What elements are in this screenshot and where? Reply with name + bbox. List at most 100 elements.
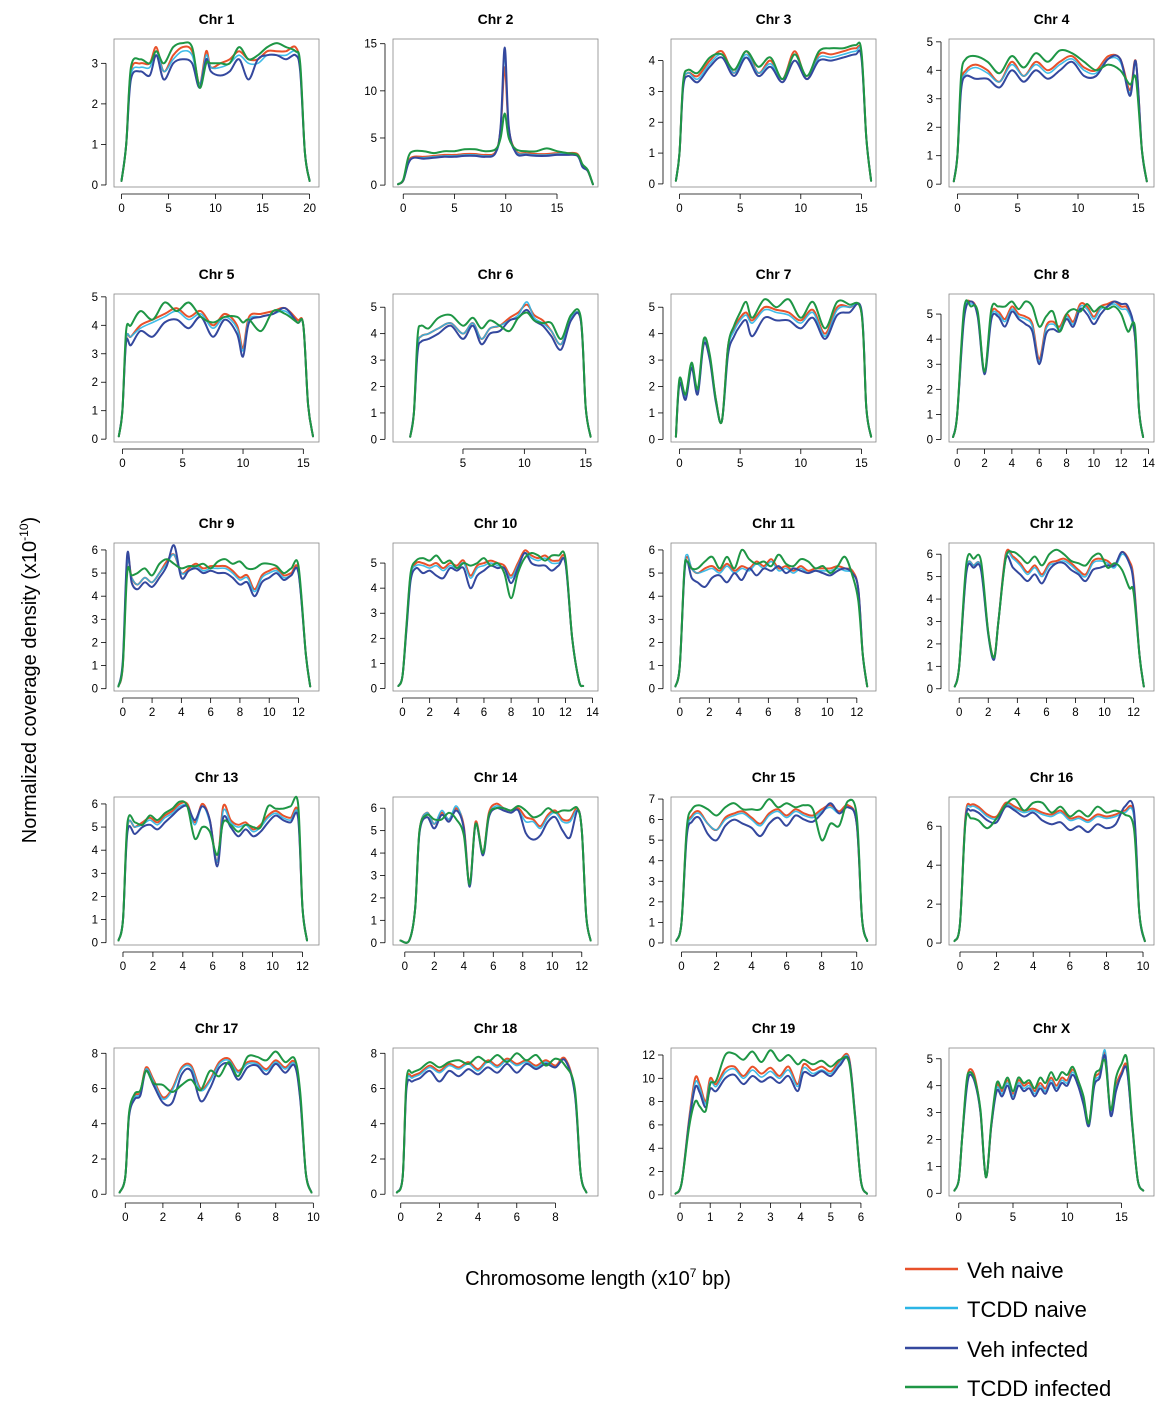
x-tick-label: 5: [1010, 1212, 1016, 1224]
series-line-veh-naive: [674, 1052, 868, 1195]
x-tick-label: 8: [552, 1212, 558, 1224]
series-line-tcdd-infected: [397, 550, 585, 688]
y-tick-label: 0: [927, 179, 933, 191]
series-line-tcdd-naive: [120, 49, 311, 182]
series-line-tcdd-infected: [409, 308, 592, 438]
x-tick-label: 4: [1030, 961, 1037, 973]
y-tick-label: 2: [92, 891, 98, 903]
x-tick-label: 10: [532, 707, 545, 719]
x-tick-label: 4: [736, 707, 743, 719]
y-tick-label: 4: [649, 1143, 656, 1155]
x-tick-label: 8: [1072, 707, 1078, 719]
x-tick-label: 0: [957, 961, 963, 973]
x-tick-label: 2: [713, 961, 719, 973]
series-line-tcdd-naive: [953, 56, 1148, 183]
y-tick-label: 5: [927, 1054, 933, 1066]
plot-frame: [670, 38, 877, 188]
y-tick-label: 0: [92, 938, 98, 950]
x-tick-label: 5: [737, 458, 743, 470]
x-tick-label: 2: [993, 961, 999, 973]
series-line-tcdd-infected: [117, 301, 314, 438]
x-tick-label: 15: [551, 203, 564, 215]
legend-item: TCDD naive: [905, 1297, 1087, 1322]
x-tick-label: 8: [239, 961, 245, 973]
y-tick-label: 2: [649, 117, 655, 129]
y-tick-label: 3: [371, 355, 377, 367]
x-tick-label: 6: [1043, 707, 1049, 719]
x-tick-label: 4: [797, 1212, 804, 1224]
y-tick-label: 1: [92, 139, 98, 151]
x-tick-label: 0: [954, 458, 960, 470]
x-tick-label: 0: [954, 203, 960, 215]
y-tick-label: 1: [92, 406, 98, 418]
plot-frame: [670, 1047, 877, 1197]
y-tick-label: 0: [371, 434, 377, 446]
x-tick-label: 6: [514, 1212, 520, 1224]
series-line-tcdd-infected: [117, 558, 312, 688]
x-tick-label: 8: [1103, 961, 1109, 973]
x-tick-label: 12: [850, 707, 863, 719]
series-line-veh-infected: [674, 302, 873, 438]
y-tick-label: 15: [364, 39, 377, 51]
series-line-tcdd-infected: [675, 798, 869, 942]
x-tick-label: 0: [120, 961, 126, 973]
y-tick-label: 3: [92, 58, 98, 70]
x-tick-label: 6: [765, 707, 771, 719]
series-line-tcdd-infected: [674, 41, 873, 182]
x-tick-label: 0: [677, 1212, 683, 1224]
series-line-tcdd-infected: [117, 796, 308, 942]
x-tick-label: 2: [985, 707, 991, 719]
panel-chr-4: Chr 4 0 1 2 3 4 5 0 5 10 15: [927, 11, 1155, 215]
series-line-tcdd-infected: [952, 299, 1145, 438]
x-tick-label: 10: [237, 458, 250, 470]
x-tick-label: 2: [431, 961, 437, 973]
x-tick-label: 15: [855, 458, 868, 470]
x-tick-label: 4: [461, 961, 468, 973]
y-tick-label: 2: [649, 382, 655, 394]
y-tick-label: 4: [927, 1081, 934, 1093]
x-tick-label: 4: [197, 1212, 204, 1224]
x-tick-label: 5: [1015, 203, 1021, 215]
y-tick-label: 0: [649, 179, 655, 191]
x-tick-label: 14: [586, 707, 599, 719]
x-tick-label: 10: [1098, 707, 1111, 719]
panel-title: Chr 15: [752, 769, 796, 785]
y-tick-label: 2: [927, 384, 933, 396]
x-tick-label: 10: [1061, 1212, 1074, 1224]
series-line-tcdd-infected: [397, 112, 594, 186]
x-tick-label: 14: [1142, 458, 1155, 470]
y-tick-label: 2: [92, 1154, 98, 1166]
legend-item: TCDD infected: [905, 1376, 1111, 1401]
x-tick-label: 15: [855, 203, 868, 215]
y-tick-label: 4: [92, 845, 99, 857]
y-tick-label: 2: [927, 639, 933, 651]
plot-frame: [392, 542, 599, 692]
y-tick-label: 2: [371, 893, 377, 905]
plot-frame: [392, 796, 599, 946]
series-line-veh-infected: [120, 53, 311, 182]
y-tick-label: 0: [927, 684, 933, 696]
y-tick-label: 3: [927, 359, 933, 371]
panel-chr-18: Chr 18 0 2 4 6 8 0 2 4 6 8: [371, 1020, 599, 1224]
y-tick-label: 4: [92, 591, 99, 603]
panel-title: Chr X: [1033, 1020, 1071, 1036]
x-tick-label: 6: [210, 961, 216, 973]
series-line-tcdd-naive: [399, 804, 592, 944]
series-line-tcdd-infected: [674, 1049, 868, 1195]
series-line-tcdd-infected: [120, 41, 311, 182]
y-tick-label: 5: [371, 133, 377, 145]
panel-title: Chr 13: [195, 769, 239, 785]
x-tick-label: 4: [475, 1212, 482, 1224]
y-tick-label: 0: [927, 938, 933, 950]
y-tick-label: 6: [649, 815, 655, 827]
series-line-veh-naive: [674, 302, 873, 438]
series-line-veh-infected: [675, 802, 869, 942]
x-tick-label: 6: [207, 707, 213, 719]
y-tick-label: 4: [927, 334, 934, 346]
panel-chr-5: Chr 5 0 1 2 3 4 5 0 5 10 15: [92, 266, 320, 470]
y-tick-label: 1: [649, 661, 655, 673]
